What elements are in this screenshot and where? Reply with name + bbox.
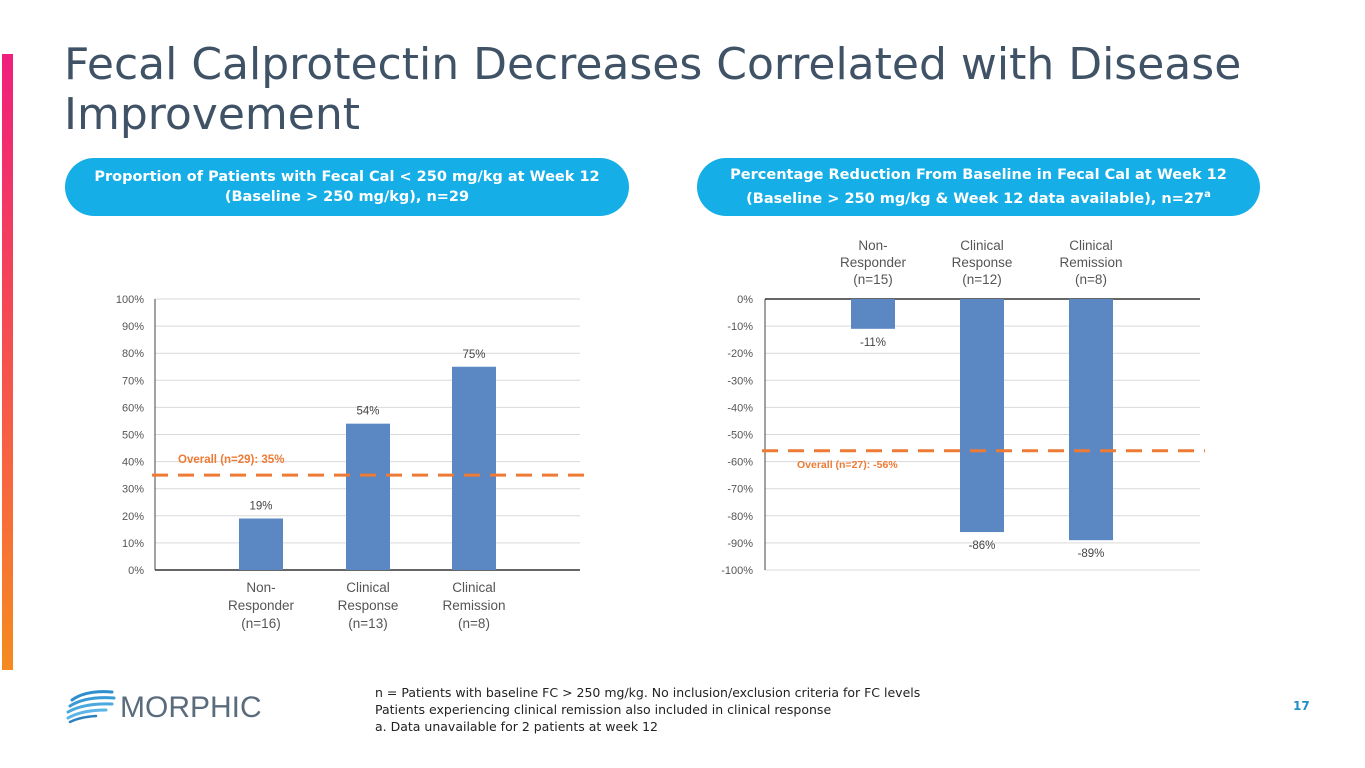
right-ytick-label: -10% xyxy=(727,321,753,333)
left-ytick-label: 50% xyxy=(122,430,144,442)
right-category-label: Responder xyxy=(840,255,907,270)
morphic-wave-icon xyxy=(66,690,116,724)
footnote-1: n = Patients with baseline FC > 250 mg/k… xyxy=(375,685,921,700)
right-bar xyxy=(851,299,895,329)
right-header-line1: Percentage Reduction From Baseline in Fe… xyxy=(730,167,1227,184)
left-category-label: Response xyxy=(338,598,399,613)
left-bar xyxy=(452,366,496,570)
right-overall-label: Overall (n=27): -56% xyxy=(797,459,898,471)
left-ytick-label: 40% xyxy=(122,457,144,469)
right-ytick-label: -30% xyxy=(727,375,753,387)
left-value-label: 75% xyxy=(462,349,485,361)
right-ytick-label: 0% xyxy=(737,294,753,306)
right-category-label: Clinical xyxy=(1069,238,1113,253)
right-bar xyxy=(1069,299,1113,541)
footnote-3: a. Data unavailable for 2 patients at we… xyxy=(375,719,658,734)
left-category-label: Remission xyxy=(442,598,505,613)
left-overall-label: Overall (n=29): 35% xyxy=(178,454,284,466)
left-category-label: (n=16) xyxy=(241,616,280,631)
left-category-label: Non- xyxy=(246,580,275,595)
left-ytick-label: 10% xyxy=(122,538,144,550)
right-ytick-label: -100% xyxy=(721,565,753,577)
left-category-label: (n=13) xyxy=(348,616,387,631)
footnote-2: Patients experiencing clinical remission… xyxy=(375,702,832,717)
right-category-label: Response xyxy=(952,255,1013,270)
left-category-label: (n=8) xyxy=(458,616,490,631)
morphic-logo: MORPHIC xyxy=(66,690,262,724)
footnotes: n = Patients with baseline FC > 250 mg/k… xyxy=(375,684,920,735)
slide-title: Fecal Calprotectin Decreases Correlated … xyxy=(64,39,1242,140)
right-value-label: -86% xyxy=(969,540,996,552)
right-header-line2: (Baseline > 250 mg/kg & Week 12 data ava… xyxy=(746,190,1205,207)
right-category-label: Remission xyxy=(1059,255,1122,270)
left-ytick-label: 0% xyxy=(128,565,144,577)
left-header-line2: (Baseline > 250 mg/kg), n=29 xyxy=(224,189,470,205)
left-category-label: Clinical xyxy=(452,580,496,595)
left-bar xyxy=(239,518,283,570)
right-header-line2-wrap: (Baseline > 250 mg/kg & Week 12 data ava… xyxy=(746,185,1211,209)
left-ytick-label: 100% xyxy=(116,294,144,306)
right-ytick-label: -60% xyxy=(727,457,753,469)
right-category-label: (n=15) xyxy=(853,272,892,287)
right-ytick-label: -80% xyxy=(727,511,753,523)
right-category-label: Clinical xyxy=(960,238,1004,253)
left-ytick-label: 60% xyxy=(122,402,144,414)
right-category-label: (n=12) xyxy=(962,272,1001,287)
right-ytick-label: -40% xyxy=(727,402,753,414)
left-ytick-label: 20% xyxy=(122,511,144,523)
left-ytick-label: 70% xyxy=(122,375,144,387)
right-ytick-label: -90% xyxy=(727,538,753,550)
right-value-label: -11% xyxy=(860,337,886,349)
accent-bar xyxy=(2,54,13,670)
page-number: 17 xyxy=(1293,699,1310,713)
right-category-label: Non- xyxy=(858,238,887,253)
right-ytick-label: -70% xyxy=(727,484,753,496)
left-bar xyxy=(346,423,390,570)
left-value-label: 54% xyxy=(356,406,379,418)
right-value-label: -89% xyxy=(1078,548,1105,560)
left-ytick-label: 80% xyxy=(122,348,144,360)
right-ytick-label: -20% xyxy=(727,348,753,360)
right-category-label: (n=8) xyxy=(1075,272,1107,287)
left-chart-header: Proportion of Patients with Fecal Cal < … xyxy=(65,158,629,216)
left-category-label: Clinical xyxy=(346,580,390,595)
left-category-label: Responder xyxy=(228,598,295,613)
right-ytick-label: -50% xyxy=(727,430,753,442)
left-header-line1: Proportion of Patients with Fecal Cal < … xyxy=(94,169,600,185)
right-chart-header: Percentage Reduction From Baseline in Fe… xyxy=(697,158,1260,216)
right-bar xyxy=(960,299,1004,533)
left-ytick-label: 30% xyxy=(122,484,144,496)
left-ytick-label: 90% xyxy=(122,321,144,333)
left-value-label: 19% xyxy=(249,501,272,513)
morphic-wordmark: MORPHIC xyxy=(120,691,262,724)
right-header-superscript: a xyxy=(1204,189,1211,201)
